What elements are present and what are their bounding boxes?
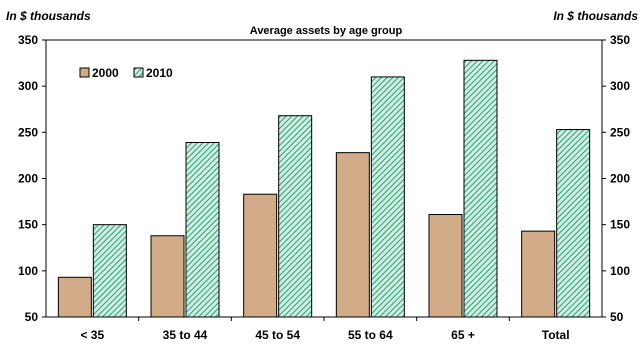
x-tick-label: 45 to 54 (255, 328, 300, 342)
bar-2000 (521, 230, 556, 318)
bar-2010 (463, 59, 498, 318)
y-tick-label-right: 150 (610, 218, 630, 232)
y-tick-label-left: 200 (18, 172, 38, 186)
x-tick-label: 55 to 64 (348, 328, 393, 342)
y-tick-label-left: 50 (25, 310, 39, 324)
bar-2000 (335, 152, 370, 318)
chart-title: Average assets by age group (250, 25, 403, 37)
bar-2000 (57, 276, 92, 318)
y-tick-label-right: 50 (610, 310, 624, 324)
y-tick-label-left: 100 (18, 264, 38, 278)
x-tick-label: Total (542, 328, 570, 342)
y-tick-label-right: 100 (610, 264, 630, 278)
bar-2010 (278, 115, 313, 318)
bar-2010 (370, 76, 405, 318)
y-axis-label-right: In $ thousands (553, 9, 638, 23)
x-axis: < 35 35 to 44 45 to 54 55 to 64 65 + Total (80, 317, 570, 342)
y-tick-label-left: 350 (18, 33, 38, 47)
y-tick-label-left: 150 (18, 218, 38, 232)
y-axis-label-left: In $ thousands (6, 9, 91, 23)
y-tick-label-right: 250 (610, 125, 630, 139)
plot-area (45, 39, 603, 318)
x-tick-label: < 35 (80, 328, 104, 342)
y-axis-left: 50 100 150 200 250 300 350 (18, 33, 46, 324)
bar-2000 (150, 235, 185, 318)
bar-2010 (556, 129, 591, 318)
bar-2000 (428, 214, 463, 318)
x-tick-label: 65 + (451, 328, 475, 342)
bar-2010 (92, 224, 127, 318)
legend-swatch-2010 (133, 67, 144, 78)
y-tick-label-left: 250 (18, 125, 38, 139)
legend: 2000 2010 (79, 66, 173, 80)
plot-frame (45, 39, 603, 318)
y-tick-label-right: 200 (610, 172, 630, 186)
bar-2000 (243, 193, 278, 318)
y-tick-label-right: 350 (610, 33, 630, 47)
y-tick-label-right: 300 (610, 79, 630, 93)
y-axis-right: 50 100 150 200 250 300 350 (602, 33, 630, 324)
legend-label-2010: 2010 (146, 66, 173, 80)
x-tick-label: 35 to 44 (163, 328, 208, 342)
y-tick-label-left: 300 (18, 79, 38, 93)
legend-swatch-2000 (79, 67, 90, 78)
bar-2010 (185, 141, 220, 318)
legend-label-2000: 2000 (92, 66, 119, 80)
